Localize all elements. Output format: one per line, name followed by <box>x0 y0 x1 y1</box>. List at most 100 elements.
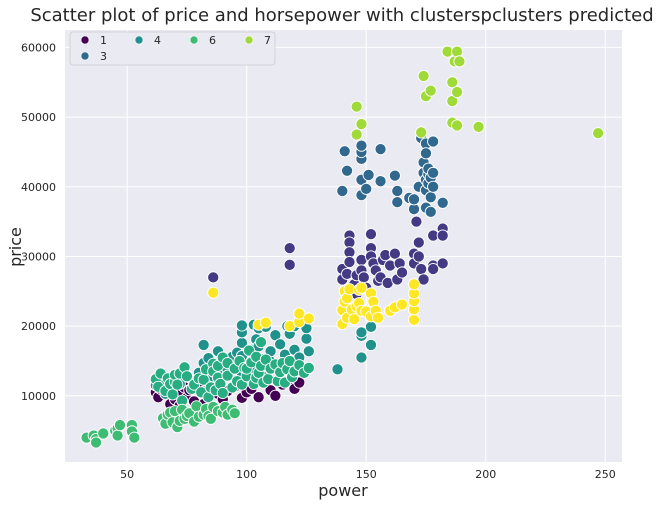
data-point <box>355 118 368 131</box>
data-point <box>396 298 409 311</box>
legend-marker <box>80 35 90 45</box>
data-point <box>424 84 437 97</box>
data-points <box>80 45 605 449</box>
legend-label: 3 <box>100 50 107 63</box>
data-point <box>417 69 430 83</box>
data-point <box>204 412 217 425</box>
data-point <box>396 266 409 279</box>
data-point <box>207 271 220 284</box>
data-point <box>364 320 378 333</box>
data-point <box>355 281 368 294</box>
y-axis-label: price <box>6 227 25 267</box>
data-point <box>415 262 428 276</box>
data-point <box>410 215 423 228</box>
legend-label: 1 <box>100 34 107 47</box>
x-tick-label: 50 <box>120 468 134 481</box>
data-point <box>424 205 437 218</box>
x-tick-label: 250 <box>595 468 616 481</box>
data-point <box>254 336 268 349</box>
y-tick-labels: 10000 20000 30000 40000 50000 60000 <box>21 41 56 402</box>
data-point <box>427 166 440 179</box>
data-point <box>293 307 306 320</box>
data-point <box>283 258 296 271</box>
data-point <box>207 286 220 299</box>
data-point <box>436 196 449 209</box>
series-cluster-5 <box>149 336 315 407</box>
legend: 1 4 6 7 3 <box>69 31 276 66</box>
x-tick-label: 200 <box>475 468 496 481</box>
data-point <box>252 391 265 404</box>
x-axis-label: power <box>318 481 368 500</box>
data-point <box>419 147 433 160</box>
data-point <box>355 326 368 339</box>
data-point <box>336 184 349 198</box>
data-point <box>90 436 103 449</box>
data-point <box>259 316 272 329</box>
data-point <box>362 168 375 181</box>
data-point <box>412 236 425 249</box>
data-point <box>388 169 401 182</box>
series-cluster-7 <box>350 45 605 141</box>
data-point <box>235 319 248 332</box>
data-point <box>197 338 210 351</box>
data-point <box>417 273 430 286</box>
data-point <box>228 407 241 420</box>
data-point <box>302 312 315 325</box>
legend-label: 6 <box>209 34 216 47</box>
data-point <box>427 262 440 276</box>
data-point <box>427 180 440 193</box>
legend-label: 7 <box>264 34 271 47</box>
series-cluster-2 <box>207 215 449 301</box>
x-tick-labels: 50 100 150 200 250 <box>120 468 616 481</box>
data-point <box>427 135 440 148</box>
data-point <box>355 139 368 152</box>
data-point <box>348 313 361 326</box>
data-point <box>357 271 370 284</box>
data-point <box>451 85 464 99</box>
series-cluster-6 <box>80 400 241 449</box>
data-point <box>374 143 387 156</box>
data-point <box>360 182 373 195</box>
data-point <box>407 313 421 326</box>
data-point <box>391 184 404 198</box>
y-tick-label: 60000 <box>21 41 56 54</box>
legend-label: 4 <box>154 34 161 47</box>
data-point <box>453 55 466 68</box>
data-point <box>592 127 605 140</box>
data-point <box>302 345 315 358</box>
data-point <box>300 332 313 345</box>
data-point <box>180 370 193 383</box>
legend-marker <box>244 35 254 45</box>
data-point <box>446 76 459 89</box>
plot-background <box>65 30 622 462</box>
data-point <box>436 229 449 242</box>
data-point <box>388 247 401 260</box>
data-point <box>391 196 404 209</box>
data-point <box>269 389 282 402</box>
data-point <box>350 100 363 113</box>
data-point <box>407 278 421 291</box>
data-point <box>364 228 378 241</box>
legend-frame <box>69 31 276 66</box>
legend-marker <box>134 35 144 45</box>
data-point <box>364 338 378 351</box>
legend-marker <box>80 51 90 61</box>
x-tick-label: 150 <box>356 468 377 481</box>
data-point <box>451 119 464 132</box>
data-point <box>350 128 363 141</box>
x-tick-label: 100 <box>236 468 257 481</box>
chart-title: Scatter plot of price and horsepower wit… <box>30 5 653 26</box>
data-point <box>274 338 287 351</box>
data-point <box>97 427 110 440</box>
data-point <box>343 255 356 269</box>
data-point <box>331 363 344 376</box>
data-point <box>111 429 124 442</box>
data-point <box>216 386 229 400</box>
data-point <box>355 351 368 364</box>
y-tick-label: 30000 <box>21 250 56 263</box>
data-point <box>338 145 351 158</box>
data-point <box>372 311 385 324</box>
y-tick-label: 20000 <box>21 320 56 333</box>
data-point <box>283 242 296 255</box>
